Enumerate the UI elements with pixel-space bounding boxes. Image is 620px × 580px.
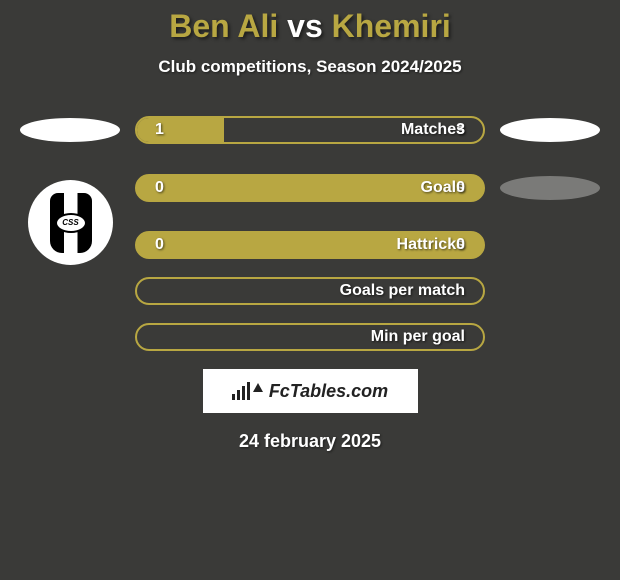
stat-value-right: 0 <box>456 236 465 254</box>
stat-bar-hattricks: 0 Hattricks 0 <box>135 231 485 259</box>
fctables-label: FcTables.com <box>269 381 388 402</box>
stat-row-matches: 1 Matches 3 <box>0 115 620 145</box>
stat-bar-gpm: Goals per match <box>135 277 485 305</box>
stat-label: Hattricks <box>397 236 465 254</box>
stat-value-left: 1 <box>155 121 164 139</box>
date-label: 24 february 2025 <box>0 431 620 452</box>
stat-value-left: 0 <box>155 179 164 197</box>
ellipse-icon <box>20 118 120 142</box>
ellipse-icon <box>500 118 600 142</box>
stat-bar-goals: 0 Goals 0 <box>135 174 485 202</box>
stat-row-goals: CSS 0 Goals 0 <box>0 163 620 213</box>
player2-badge-second <box>500 173 600 203</box>
stat-value-right: 0 <box>456 179 465 197</box>
club-logo-label: CSS <box>55 213 87 233</box>
page-title: Ben Ali vs Khemiri <box>0 8 620 45</box>
stat-value-right: 3 <box>456 121 465 139</box>
main-container: Ben Ali vs Khemiri Club competitions, Se… <box>0 0 620 452</box>
player1-club-badge: CSS <box>20 163 120 213</box>
ellipse-icon <box>500 176 600 200</box>
arrow-up-icon <box>253 383 263 392</box>
title-vs: vs <box>287 8 323 44</box>
stat-row-gpm: Goals per match <box>0 277 620 305</box>
stat-fill <box>137 118 224 142</box>
title-player1: Ben Ali <box>169 8 278 44</box>
player2-badge-top <box>500 115 600 145</box>
subtitle: Club competitions, Season 2024/2025 <box>0 57 620 77</box>
club-logo-icon: CSS <box>28 180 113 265</box>
title-player2: Khemiri <box>332 8 451 44</box>
bars-icon <box>232 382 250 400</box>
player1-badge-top <box>20 115 120 145</box>
stat-row-mpg: Min per goal <box>0 323 620 351</box>
stat-label: Goals per match <box>340 282 465 300</box>
fctables-logo[interactable]: FcTables.com <box>203 369 418 413</box>
stat-bar-matches: 1 Matches 3 <box>135 116 485 144</box>
stat-value-left: 0 <box>155 236 164 254</box>
stat-label: Min per goal <box>371 328 465 346</box>
stat-bar-mpg: Min per goal <box>135 323 485 351</box>
